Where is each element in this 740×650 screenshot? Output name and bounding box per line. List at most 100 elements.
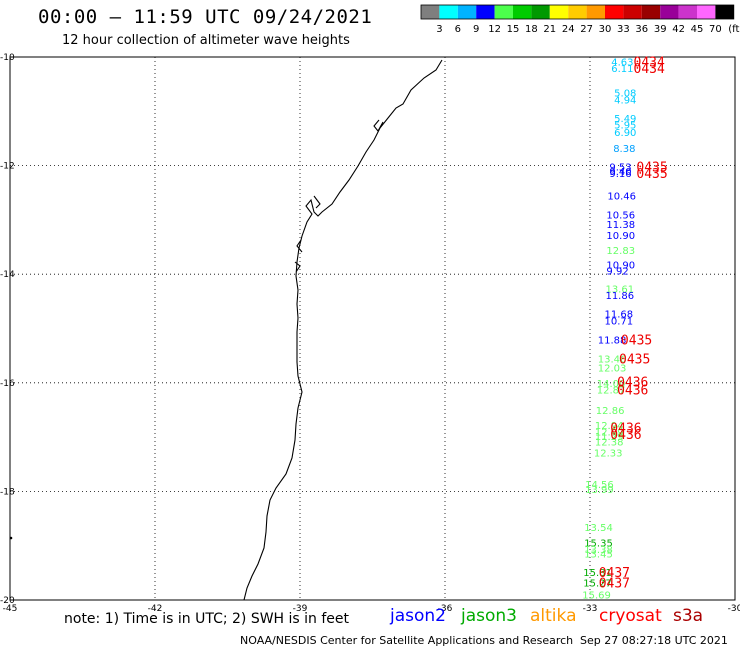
latitude-tick-label: -12 <box>0 162 15 172</box>
color-swatch <box>531 5 550 19</box>
wave-height-value: 10.90 <box>606 260 635 271</box>
longitude-tick-label: -42 <box>148 604 163 614</box>
wave-height-value: 12.33 <box>594 448 623 459</box>
map-frame <box>9 56 736 601</box>
wave-height-value: 11.29 <box>595 432 624 443</box>
wave-height-value: 8.38 <box>613 144 635 155</box>
wave-height-value: 12.99 <box>595 428 624 439</box>
coastline <box>243 59 443 601</box>
wave-height-value: 14.56 <box>585 480 614 491</box>
wave-height-value: 13.61 <box>605 284 634 295</box>
wave-height-value: 12.94 <box>595 421 624 432</box>
color-swatch <box>678 5 697 19</box>
wave-height-value: 6.11 <box>611 64 633 75</box>
wave-height-value: 15.69 <box>582 591 611 602</box>
color-swatch <box>605 5 624 19</box>
footer-note: note: 1) Time is in UTC; 2) SWH is in fe… <box>64 611 350 627</box>
color-swatch <box>568 5 587 19</box>
longitude-labels: -45 -42 -39 -36 -33 -30 <box>3 604 740 614</box>
cryosat-orbit-label: 0436 <box>610 428 641 443</box>
longitude-tick-label: -33 <box>583 604 598 614</box>
cryosat-orbit-label: 0436 <box>617 383 648 398</box>
longitude-tick-label: -36 <box>438 604 453 614</box>
colorbar-tick-label: 27 <box>580 24 593 35</box>
color-swatch <box>513 5 532 19</box>
color-swatch <box>586 5 605 19</box>
wave-height-value: 15.35 <box>584 538 613 549</box>
cryosat-orbit-label: 0435 <box>621 333 652 348</box>
wave-height-value: 13.38 <box>584 545 613 556</box>
colorbar-tick-label: 70 <box>709 24 722 35</box>
cryosat-pass-labels: 0434043404350435043504350436043604360436… <box>599 55 668 591</box>
wave-height-value: 5.49 <box>614 114 636 125</box>
colorbar-tick-label: 30 <box>599 24 612 35</box>
observation-labels: 4.636.11 5.084.94 5.495.956.90 8.38 9.539.16… <box>582 57 636 601</box>
colorbar-tick-label: 21 <box>543 24 556 35</box>
wave-height-value: 9.40 <box>609 167 631 178</box>
credit-line: NOAA/NESDIS Center for Satellite Applica… <box>240 634 574 647</box>
wave-height-value: 11.86 <box>605 291 634 302</box>
legend-altika: altika <box>530 606 577 626</box>
latitude-labels: -10 -12 -14 -16 -18 -20 <box>0 53 15 606</box>
wave-height-value: 12.83 <box>606 246 635 257</box>
wave-height-value: 4.63 <box>611 57 633 68</box>
legend-jason2: jason2 <box>390 606 446 626</box>
colorbar-tick-label: 3 <box>436 24 442 35</box>
wave-height-value: 13.54 <box>584 523 613 534</box>
wave-height-value: 9.16 <box>609 169 631 180</box>
latitude-tick-label: -14 <box>0 270 15 280</box>
legend-cryosat: cryosat <box>599 606 662 626</box>
wave-height-value: 12.86 <box>596 406 625 417</box>
wave-height-value: 4.94 <box>614 95 636 106</box>
color-swatch <box>494 5 513 19</box>
latitude-tick-label: -20 <box>0 596 15 606</box>
map-title: 00:00 – 11:59 UTC 09/24/2021 <box>38 6 373 28</box>
map-subtitle: 12 hour collection of altimeter wave hei… <box>62 33 350 48</box>
wave-height-value: 6.90 <box>614 128 636 139</box>
wave-height-value: 12.87 <box>597 385 626 396</box>
island-marker <box>9 536 13 540</box>
wave-height-value: 5.95 <box>614 120 636 131</box>
color-swatch <box>421 5 440 19</box>
colorbar-tick-label: 36 <box>635 24 648 35</box>
colorbar-tick-label: 18 <box>525 24 538 35</box>
color-swatch <box>641 5 661 19</box>
colorbar-tick-label: 42 <box>672 24 685 35</box>
wave-height-value: 13.99 <box>585 485 614 496</box>
generation-timestamp: Sep 27 08:27:18 UTC 2021 <box>580 634 728 647</box>
wave-height-value: 10.90 <box>606 231 635 242</box>
cryosat-orbit-label: 0434 <box>634 55 665 70</box>
wave-height-value: 11.88 <box>598 335 627 346</box>
colorbar-tick-label: 33 <box>617 24 630 35</box>
color-swatch <box>715 5 734 19</box>
cryosat-orbit-label: 0435 <box>636 161 667 176</box>
wave-height-value: 13.46 <box>598 354 627 365</box>
legend-jason3: jason3 <box>461 606 517 626</box>
colorbar-tick-label: 24 <box>562 24 575 35</box>
colorbar-unit: (ft) <box>728 24 740 35</box>
wave-height-value: 11.38 <box>606 220 635 231</box>
legend-s3a: s3a <box>673 606 704 626</box>
color-swatch <box>623 5 642 19</box>
cryosat-orbit-label: 0434 <box>634 62 665 77</box>
cryosat-orbit-label: 0437 <box>599 577 630 592</box>
wave-height-value: 9.53 <box>609 163 631 174</box>
colorbar-tick-label: 6 <box>455 24 461 35</box>
wave-height-value: 14.00 <box>597 379 626 390</box>
color-swatch <box>549 5 569 19</box>
cryosat-orbit-label: 0435 <box>619 352 650 367</box>
wave-height-value: 9.92 <box>606 266 628 277</box>
wave-height-value: 10.71 <box>605 316 634 327</box>
wave-height-value: 12.03 <box>598 364 627 375</box>
latitude-tick-label: -18 <box>0 487 15 497</box>
color-swatch <box>660 5 679 19</box>
wave-height-value: 11.68 <box>605 309 634 320</box>
latitude-tick-label: -10 <box>0 53 15 63</box>
color-swatch <box>697 5 716 19</box>
colorbar-tick-label: 12 <box>488 24 501 35</box>
wave-height-value: 15.27 <box>583 579 612 590</box>
graticule <box>10 57 735 600</box>
color-swatch <box>439 5 458 19</box>
colorbar-tick-label: 15 <box>507 24 520 35</box>
